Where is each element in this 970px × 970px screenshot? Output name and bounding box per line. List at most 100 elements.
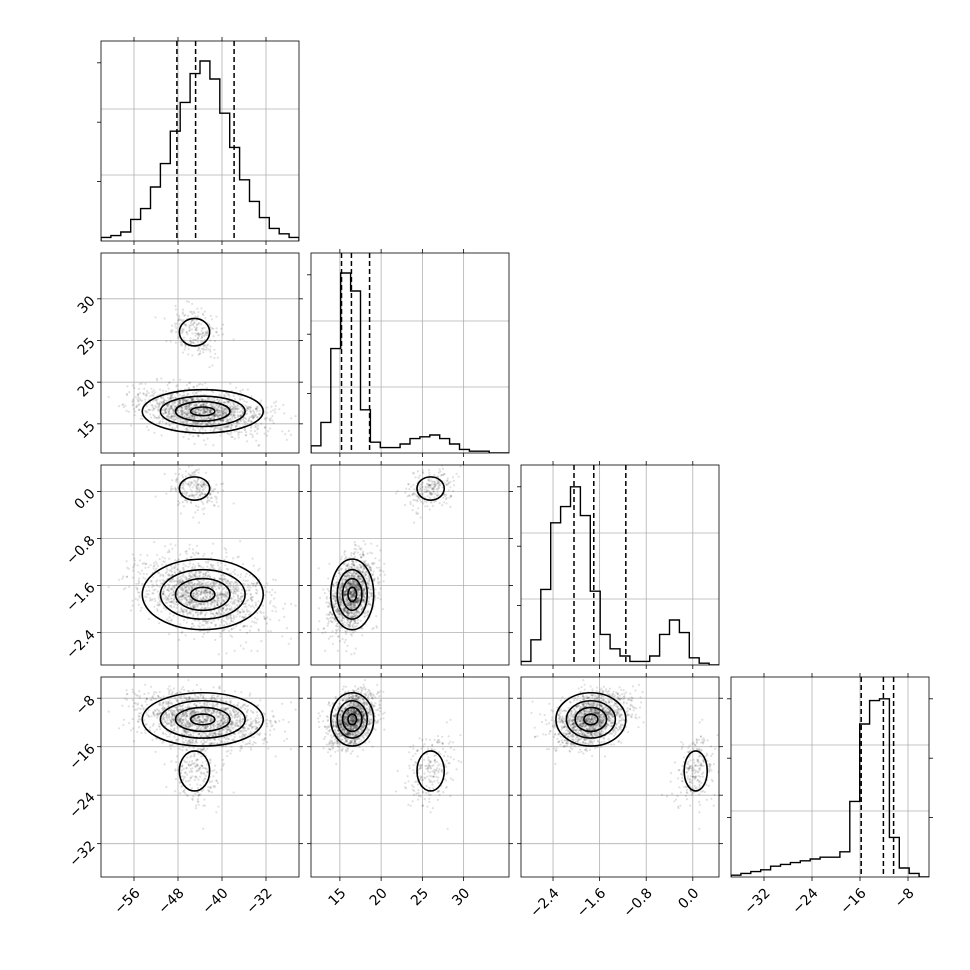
sample-point [263,586,266,589]
sample-point [257,424,260,427]
sample-point [188,404,191,407]
sample-point [348,625,351,628]
sample-point [328,611,331,614]
sample-point [197,478,200,481]
sample-point [351,603,354,607]
sample-point [181,594,184,597]
sample-point [224,548,228,551]
sample-point [224,593,227,596]
sample-point [163,407,166,410]
sample-point [350,590,353,594]
sample-point [142,392,145,395]
sample-point [191,599,194,602]
sample-point [170,601,174,604]
sample-point [200,603,203,606]
sample-point [204,411,207,415]
sample-point [202,398,205,401]
sample-point [234,425,238,428]
sample-point [219,583,222,586]
sample-point [368,579,371,582]
sample-point [341,618,344,621]
sample-point [207,323,211,326]
sample-point [164,586,167,589]
sample-point [207,398,210,402]
sample-point [363,590,366,593]
sample-point [217,597,221,600]
sample-point [353,574,356,577]
sample-point [192,605,195,608]
sample-point [201,428,204,431]
sample-point [185,422,188,425]
sample-point [353,615,356,618]
sample-point [230,606,233,609]
sample-point [214,427,217,430]
sample-point [187,414,190,417]
sample-point [171,479,174,482]
sample-point [183,587,186,590]
sample-point [189,488,192,491]
sample-point [334,591,337,594]
sample-point [179,418,182,421]
sample-point [352,593,355,596]
sample-point [350,596,353,599]
sample-point [158,558,161,561]
sample-point [167,396,170,399]
sample-point [353,555,356,558]
sample-point [351,594,354,597]
sample-point [201,624,204,627]
sample-point [171,578,174,581]
sample-point [351,612,354,615]
sample-point [231,602,234,605]
sample-point [215,611,218,614]
sample-point [342,563,345,566]
sample-point [134,597,137,600]
sample-point [190,397,193,400]
sample-point [204,607,207,610]
sample-point [187,408,190,411]
sample-point [228,400,231,403]
sample-point [186,407,189,410]
sample-point [209,403,212,406]
sample-point [213,422,216,425]
sample-point [180,406,183,409]
sample-point [340,614,344,617]
sample-point [169,416,172,419]
sample-point [203,334,206,338]
sample-point [430,483,434,486]
sample-point [152,562,155,565]
sample-point [255,405,258,408]
sample-point [145,562,148,565]
sample-point [242,579,245,582]
sample-point [245,608,249,611]
sample-point [332,584,335,587]
sample-point [166,416,169,419]
sample-point [203,483,206,486]
sample-point [187,585,190,588]
sample-point [131,553,134,556]
sample-point [287,429,290,432]
sample-point [187,387,190,390]
sample-point [352,564,355,567]
sample-point [191,318,194,322]
sample-point [205,597,208,600]
sample-point [247,583,250,586]
sample-point [193,573,196,577]
sample-point [173,567,176,570]
sample-point [230,435,233,439]
sample-point [209,409,212,412]
sample-point [151,598,154,601]
sample-point [196,398,199,401]
sample-point [215,327,218,330]
sample-point [194,572,197,575]
sample-point [225,581,228,584]
sample-point [225,551,228,554]
sample-point [215,331,218,334]
contour [159,395,246,428]
sample-point [255,410,259,413]
sample-point [434,499,437,503]
sample-point [174,603,177,606]
sample-point [172,593,175,596]
sample-point [173,584,176,587]
sample-point [171,408,174,411]
sample-point [173,587,177,590]
